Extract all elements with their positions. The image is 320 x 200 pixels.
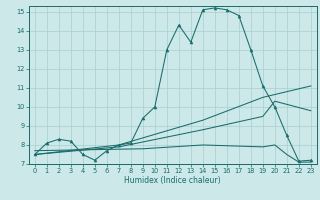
X-axis label: Humidex (Indice chaleur): Humidex (Indice chaleur) [124, 176, 221, 185]
